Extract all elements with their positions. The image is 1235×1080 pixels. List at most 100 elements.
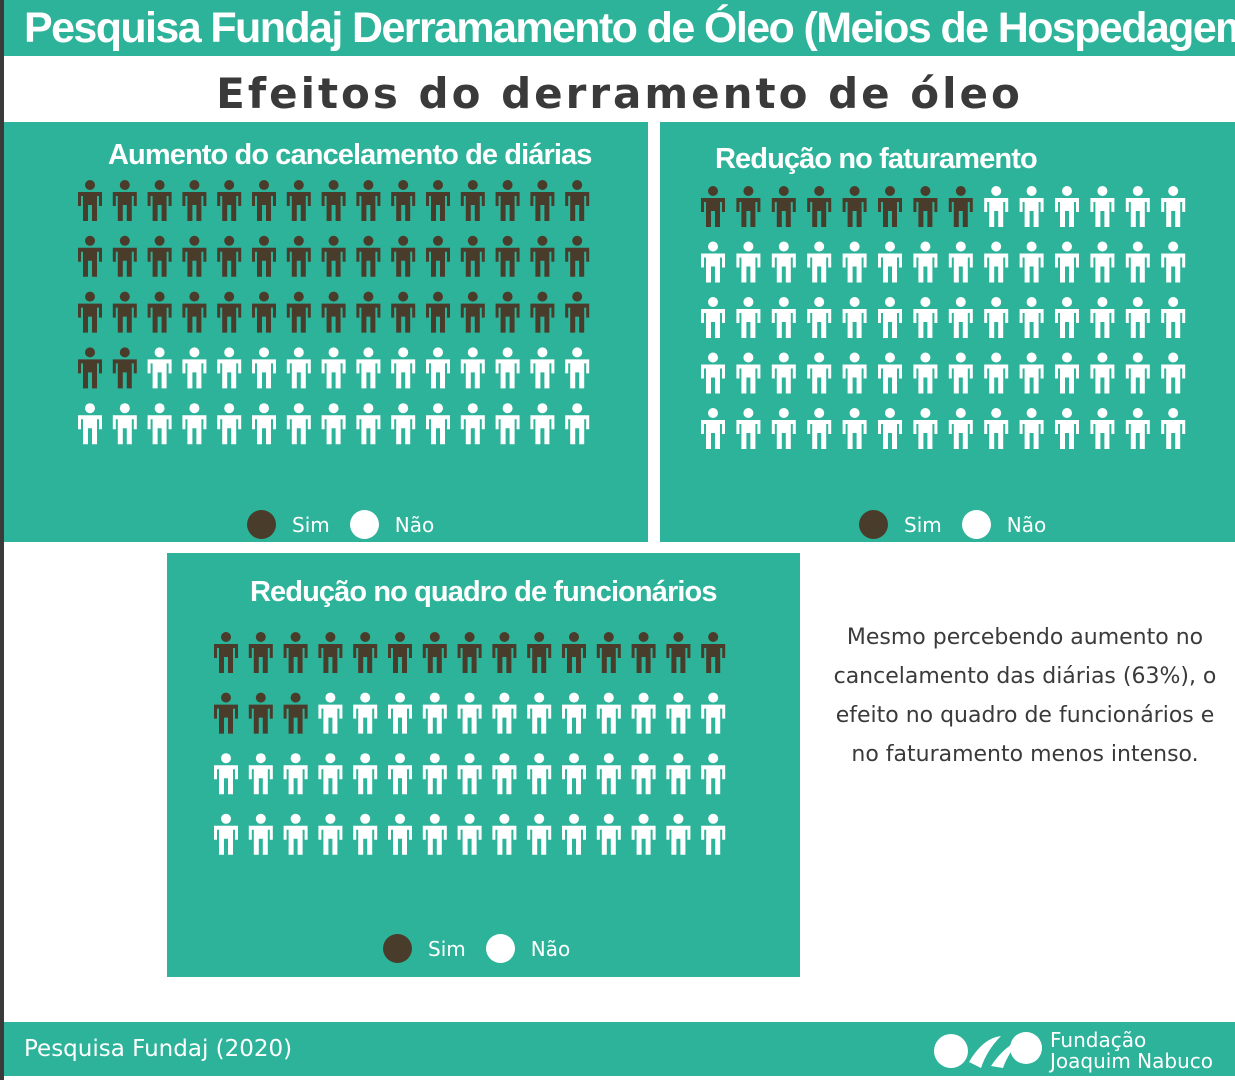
person-icon-nao [248, 813, 273, 855]
person-icon-nao [666, 753, 691, 795]
person-icon-nao [252, 403, 276, 445]
left-edge [0, 0, 4, 1080]
person-icon-nao [701, 408, 725, 449]
person-icon-nao [771, 408, 796, 449]
person-icon-nao [807, 297, 832, 338]
person-icon-sim [736, 186, 761, 227]
person-icon-nao [1019, 241, 1044, 283]
person-icon-nao [736, 297, 761, 338]
person-icon-nao [984, 186, 1009, 227]
person-icon-sim [701, 186, 725, 227]
person-icon-sim [147, 180, 172, 221]
pictogram-grid [214, 632, 726, 855]
legend-no-dot [961, 510, 991, 539]
person-icon-nao [701, 297, 725, 338]
person-icon-nao [1055, 241, 1079, 283]
person-icon-nao [492, 753, 517, 795]
person-icon-nao [596, 692, 621, 734]
person-icon-nao [948, 352, 973, 394]
person-icon-nao [530, 403, 555, 445]
person-icon-nao [1161, 186, 1186, 227]
person-icon-sim [596, 632, 621, 673]
person-icon-nao [1019, 408, 1044, 449]
person-icon-sim [460, 291, 485, 333]
person-icon-sim [530, 235, 555, 277]
person-icon-nao [78, 403, 102, 445]
person-icon-nao [913, 241, 938, 283]
person-icon-sim [112, 235, 137, 277]
person-icon-sim [217, 180, 242, 221]
person-icon-sim [112, 180, 137, 221]
person-icon-sim [356, 235, 381, 277]
person-icon-nao [913, 408, 938, 449]
person-icon-sim [286, 235, 311, 277]
person-icon-nao [1019, 352, 1044, 394]
person-icon-sim [565, 291, 590, 333]
legend: Sim Não [859, 510, 1066, 539]
person-icon-sim [321, 291, 346, 333]
person-icon-nao [283, 753, 308, 795]
person-icon-nao [492, 813, 517, 855]
person-icon-nao [356, 347, 381, 389]
person-icon-sim [78, 291, 102, 333]
person-icon-sim [495, 180, 520, 221]
person-icon-nao [878, 352, 902, 394]
person-icon-sim [565, 180, 590, 221]
person-icon-nao [353, 692, 378, 734]
person-icon-sim [182, 180, 207, 221]
person-icon-nao [356, 403, 381, 445]
page-subtitle: Efeitos do derramento de óleo [216, 69, 1023, 118]
source-text: Pesquisa Fundaj (2020) [24, 1036, 293, 1062]
person-icon-sim [78, 235, 102, 277]
person-icon-nao [426, 403, 450, 445]
person-icon-nao [286, 403, 311, 445]
person-icon-nao [984, 352, 1009, 394]
person-icon-nao [1125, 297, 1150, 338]
person-icon-nao [318, 813, 343, 855]
person-icon-sim [286, 180, 311, 221]
person-icon-nao [495, 347, 520, 389]
person-icon-nao [1125, 186, 1150, 227]
panel-faturamento: Redução no faturamento Sim Não [660, 122, 1235, 542]
person-icon-sim [283, 692, 308, 734]
person-icon-sim [388, 632, 412, 673]
person-icon-nao [1090, 297, 1115, 338]
person-icon-sim [666, 632, 691, 673]
person-icon-nao [948, 297, 973, 338]
person-icon-nao [217, 403, 242, 445]
logo-line-1: Fundação [1050, 1028, 1147, 1052]
person-icon-nao [321, 347, 346, 389]
legend-yes-dot [859, 510, 888, 539]
person-icon-sim [426, 235, 450, 277]
person-icon-nao [562, 813, 586, 855]
person-icon-nao [318, 753, 343, 795]
person-icon-nao [913, 297, 938, 338]
person-icon-nao [1125, 241, 1150, 283]
logo-text: Fundação Joaquim Nabuco [1050, 1030, 1213, 1072]
person-icon-sim [286, 291, 311, 333]
person-icon-nao [460, 347, 485, 389]
person-icon-nao [771, 241, 796, 283]
person-icon-sim [248, 692, 273, 734]
person-icon-sim [701, 632, 726, 673]
person-icon-sim [252, 291, 276, 333]
person-icon-nao [984, 408, 1009, 449]
person-icon-nao [701, 692, 726, 734]
person-icon-nao [391, 403, 416, 445]
person-icon-sim [527, 632, 552, 673]
person-icon-nao [527, 753, 552, 795]
person-icon-nao [631, 753, 656, 795]
person-icon-nao [842, 241, 867, 283]
person-icon-nao [353, 813, 378, 855]
person-icon-nao [388, 813, 412, 855]
person-icon-nao [214, 813, 238, 855]
person-icon-sim [771, 186, 796, 227]
person-icon-sim [492, 632, 517, 673]
note-text: Mesmo percebendo aumento no cancelamento… [833, 625, 1217, 767]
person-icon-nao [1161, 408, 1186, 449]
person-icon-nao [492, 692, 517, 734]
fundaj-logo-icon [934, 1032, 1042, 1068]
person-icon-nao [527, 692, 552, 734]
person-icon-nao [1161, 352, 1186, 394]
person-icon-nao [562, 692, 586, 734]
